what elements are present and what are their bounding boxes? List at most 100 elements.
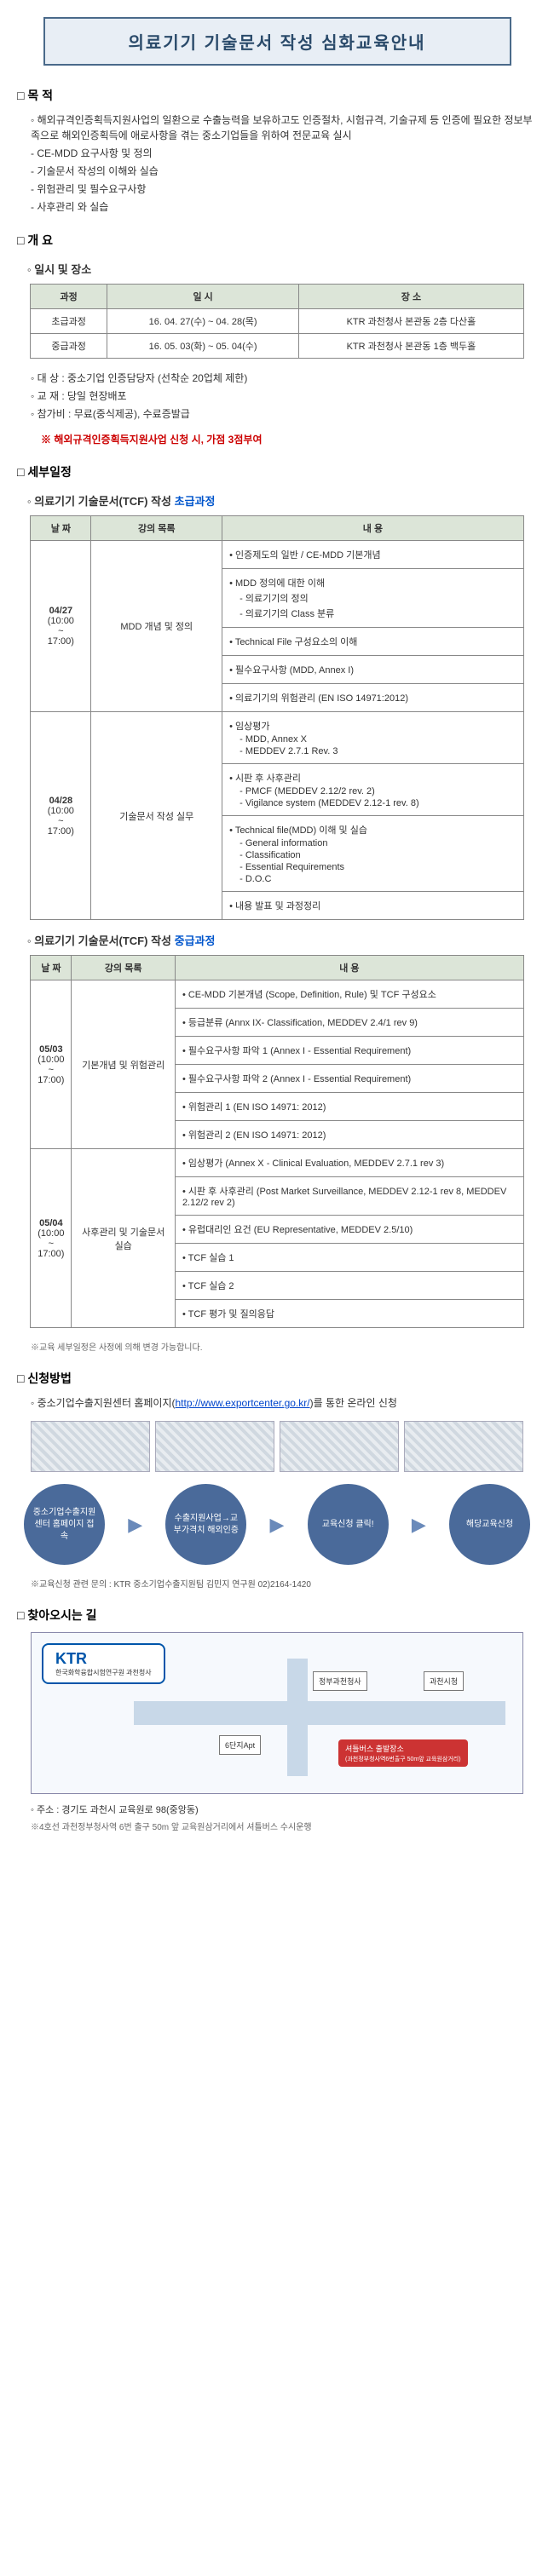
content-item: 시판 후 사후관리: [229, 771, 516, 785]
content-item: General information: [239, 838, 516, 848]
map: KTR 한국화학융합시험연구원 과천청사 정부과천청사 과천시청 6단지Apt …: [31, 1632, 523, 1794]
table-header: 내 용: [175, 956, 523, 980]
detail-adv-sub-text: 의료기기 기술문서(TCF) 작성: [34, 934, 171, 947]
section-location: 찾아오시는 길: [17, 1607, 537, 1624]
location-note: ※4호선 과천정부청사역 6번 출구 50m 앞 교육원삼거리에서 셔틀버스 수…: [31, 1820, 537, 1832]
content-item: 의료기기의 위험관리 (EN ISO 14971:2012): [229, 691, 516, 704]
content-item: 필수요구사항 (MDD, Annex I): [229, 663, 516, 676]
section-detail: 세부일정: [17, 463, 537, 480]
content-cell: TCF 실습 2: [175, 1272, 523, 1300]
table-header: 내 용: [222, 516, 524, 541]
apply-intro-pre: 중소기업수출지원센터 홈페이지(: [38, 1397, 176, 1409]
content-item: MDD, Annex X: [239, 734, 516, 745]
content-item: 의료기기의 정의: [239, 591, 516, 605]
location-address: 주소 : 경기도 과천시 교육원로 98(중앙동): [31, 1803, 523, 1816]
overview-extra-item: 대 상 : 중소기업 인증담당자 (선착순 20업체 제한): [31, 371, 537, 386]
purpose-item: 위험관리 및 필수요구사항: [31, 181, 537, 197]
content-cell: 의료기기의 위험관리 (EN ISO 14971:2012): [222, 684, 524, 712]
map-road-v: [287, 1659, 308, 1776]
map-road-h: [134, 1701, 505, 1725]
content-cell: 시판 후 사후관리PMCF (MEDDEV 2.12/2 rev. 2)Vigi…: [222, 764, 524, 816]
content-item: MDD 정의에 대한 이해: [229, 576, 516, 589]
purpose-item: 해외규격인증획득지원사업의 일환으로 수출능력을 보유하고도 인증절차, 시험규…: [31, 112, 537, 143]
content-cell: 유럽대리인 요건 (EU Representative, MEDDEV 2.5/…: [175, 1216, 523, 1244]
content-item: TCF 실습 2: [182, 1279, 516, 1292]
apply-screenshots: [31, 1421, 523, 1472]
content-item: 위험관리 1 (EN ISO 14971: 2012): [182, 1100, 516, 1113]
section-overview: 개 요: [17, 232, 537, 249]
apply-step: 중소기업수출지원센터 홈페이지 접속: [24, 1484, 105, 1565]
content-item: 필수요구사항 파악 1 (Annex I - Essential Require…: [182, 1044, 516, 1057]
content-item: 내용 발표 및 과정정리: [229, 899, 516, 912]
topic-cell: 사후관리 및 기술문서 실습: [72, 1149, 175, 1328]
content-cell: CE-MDD 기본개념 (Scope, Definition, Rule) 및 …: [175, 980, 523, 1009]
arrow-icon: ▶: [270, 1514, 285, 1536]
content-item: D.O.C: [239, 874, 516, 884]
content-item: Essential Requirements: [239, 862, 516, 872]
content-cell: Technical File 구성요소의 이해: [222, 628, 524, 656]
map-station-sub: (과천정부청사역6번출구 50m앞 교육원삼거리): [345, 1757, 461, 1762]
content-cell: 필수요구사항 (MDD, Annex I): [222, 656, 524, 684]
content-item: Technical file(MDD) 이해 및 실습: [229, 823, 516, 837]
apply-step: 해당교육신청: [449, 1484, 530, 1565]
content-cell: 내용 발표 및 과정정리: [222, 892, 524, 920]
table-header: 강의 목록: [72, 956, 175, 980]
content-item: 의료기기의 Class 분류: [239, 607, 516, 620]
map-shuttle-station: 셔틀버스 출발장소 (과천정부청사역6번출구 50m앞 교육원삼거리): [338, 1739, 468, 1767]
content-item: MEDDEV 2.7.1 Rev. 3: [239, 746, 516, 756]
map-city-hall: 과천시청: [424, 1671, 464, 1691]
apply-intro-post: )를 통한 온라인 신청: [310, 1397, 397, 1409]
apply-step: 수출지원사업→교부가격치 해외인증: [165, 1484, 246, 1565]
detail-basic-sub-text: 의료기기 기술문서(TCF) 작성: [34, 495, 171, 508]
content-item: 위험관리 2 (EN ISO 14971: 2012): [182, 1128, 516, 1141]
purpose-item: 사후관리 와 실습: [31, 199, 537, 215]
table-header: 날 짜: [31, 516, 91, 541]
content-cell: 위험관리 2 (EN ISO 14971: 2012): [175, 1121, 523, 1149]
table-header: 날 짜: [31, 956, 72, 980]
topic-cell: 기술문서 작성 실무: [91, 712, 222, 920]
content-item: TCF 평가 및 질의응답: [182, 1307, 516, 1320]
content-cell: 인증제도의 일반 / CE-MDD 기본개념: [222, 541, 524, 569]
table-cell: 16. 04. 27(수) ~ 04. 28(목): [107, 309, 299, 334]
table-cell: 중급과정: [31, 334, 107, 359]
table-cell: KTR 과천청사 본관동 1층 백두홀: [299, 334, 524, 359]
overview-table: 과정일 시장 소 초급과정16. 04. 27(수) ~ 04. 28(목)KT…: [30, 284, 524, 359]
adv-table: 날 짜강의 목록내 용 05/03(10:00 ~ 17:00)기본개념 및 위…: [30, 955, 524, 1328]
topic-cell: 기본개념 및 위험관리: [72, 980, 175, 1149]
ktr-logo: KTR 한국화학융합시험연구원 과천청사: [42, 1643, 165, 1684]
purpose-item: CE-MDD 요구사항 및 정의: [31, 146, 537, 161]
screenshot-4: [404, 1421, 523, 1472]
overview-extras: 대 상 : 중소기업 인증담당자 (선착순 20업체 제한)교 재 : 당일 현…: [31, 371, 537, 422]
ktr-logo-text: KTR: [55, 1650, 87, 1667]
purpose-item: 기술문서 작성의 이해와 실습: [31, 164, 537, 179]
content-cell: TCF 실습 1: [175, 1244, 523, 1272]
screenshot-3: [280, 1421, 399, 1472]
map-station-text: 셔틀버스 출발장소: [345, 1745, 404, 1753]
table-cell: KTR 과천청사 본관동 2층 다산홀: [299, 309, 524, 334]
table-cell: 16. 05. 03(화) ~ 05. 04(수): [107, 334, 299, 359]
date-cell: 04/27(10:00 ~ 17:00): [31, 541, 91, 712]
topic-cell: MDD 개념 및 정의: [91, 541, 222, 712]
overview-note: ※ 해외규격인증획득지원사업 신청 시, 가점 3점부여: [41, 432, 537, 446]
content-item: 인증제도의 일반 / CE-MDD 기본개념: [229, 548, 516, 561]
content-item: 등급분류 (Annx IX- Classification, MEDDEV 2.…: [182, 1015, 516, 1029]
date-cell: 05/04(10:00 ~ 17:00): [31, 1149, 72, 1328]
screenshot-1: [31, 1421, 150, 1472]
table-header: 강의 목록: [91, 516, 222, 541]
content-cell: 위험관리 1 (EN ISO 14971: 2012): [175, 1093, 523, 1121]
content-item: TCF 실습 1: [182, 1251, 516, 1264]
apply-contact: ※교육신청 관련 문의 : KTR 중소기업수출지원팀 김민지 연구원 02)2…: [31, 1577, 523, 1590]
content-item: PMCF (MEDDEV 2.12/2 rev. 2): [239, 786, 516, 796]
content-cell: 임상평가MDD, Annex XMEDDEV 2.7.1 Rev. 3: [222, 712, 524, 764]
content-cell: MDD 정의에 대한 이해의료기기의 정의의료기기의 Class 분류: [222, 569, 524, 628]
apply-flow: 중소기업수출지원센터 홈페이지 접속▶수출지원사업→교부가격치 해외인증▶교육신…: [24, 1484, 530, 1565]
table-header: 과정: [31, 285, 107, 309]
content-cell: 임상평가 (Annex X - Clinical Evaluation, MED…: [175, 1149, 523, 1177]
apply-link[interactable]: http://www.exportcenter.go.kr/: [176, 1397, 310, 1409]
basic-table: 날 짜강의 목록내 용 04/27(10:00 ~ 17:00)MDD 개념 및…: [30, 515, 524, 920]
content-item: Technical File 구성요소의 이해: [229, 635, 516, 648]
map-apt: 6단지Apt: [219, 1735, 261, 1755]
content-cell: 필수요구사항 파악 2 (Annex I - Essential Require…: [175, 1065, 523, 1093]
content-cell: 필수요구사항 파악 1 (Annex I - Essential Require…: [175, 1037, 523, 1065]
overview-schedule-sub: 일시 및 장소: [27, 261, 537, 277]
